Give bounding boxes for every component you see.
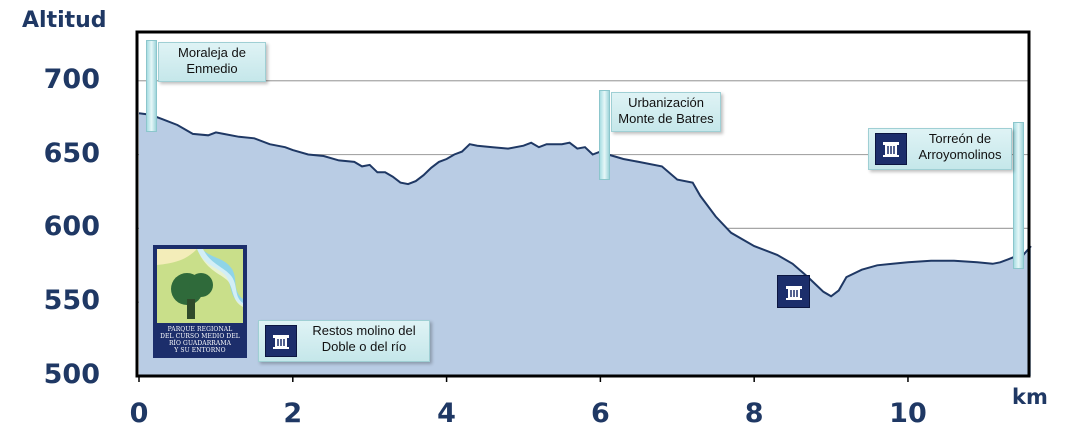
park-logo-text: PARQUE REGIONAL DEL CURSO MEDIO DEL RÍO …	[157, 326, 243, 354]
x-tick-label-0: 0	[129, 398, 149, 429]
ruins-icon	[777, 275, 810, 308]
label-restos-molino: Restos molino del Doble o del río	[258, 320, 430, 362]
elevation-area	[139, 113, 1031, 376]
flagpole-monte-de-batres	[599, 90, 610, 180]
park-logo-art	[157, 249, 243, 323]
x-tick-marks	[138, 376, 909, 382]
label-moraleja-line1: Moraleja de	[178, 45, 246, 60]
label-batres-line1: Urbanización	[628, 95, 704, 110]
label-molino-line1: Restos molino del	[312, 323, 416, 338]
y-tick-label-700: 700	[43, 63, 100, 95]
elevation-line	[138, 112, 1032, 298]
park-logo: PARQUE REGIONAL DEL CURSO MEDIO DEL RÍO …	[153, 245, 247, 358]
park-logo-line4: Y SU ENTORNO	[174, 347, 226, 354]
y-tick-label-500: 500	[43, 359, 100, 390]
y-tick-label-550: 550	[43, 285, 100, 317]
x-tick-label-4: 4	[437, 398, 456, 429]
x-tick-label-6: 6	[590, 398, 610, 429]
label-torreon-line1: Torreón de	[928, 131, 992, 146]
label-molino-line2: Doble o del río	[321, 339, 407, 354]
label-batres-line2: Monte de Batres	[618, 111, 714, 126]
flagpole-torreon	[1013, 122, 1024, 269]
label-moraleja-line2: Enmedio	[186, 61, 238, 76]
plot-frame	[135, 30, 1031, 378]
x-tick-label-2: 2	[283, 398, 303, 429]
label-torreon-de-arroyomolinos: Torreón de Arroyomolinos	[868, 128, 1012, 170]
label-torreon-line2: Arroyomolinos	[918, 147, 1002, 162]
label-urbanizacion-monte-de-batres: Urbanización Monte de Batres	[611, 92, 721, 132]
park-logo-line3: RÍO GUADARRAMA	[168, 340, 232, 347]
ruins-icon	[265, 325, 297, 357]
park-logo-line2: DEL CURSO MEDIO DEL	[160, 333, 240, 340]
y-tick-label-650: 650	[43, 137, 100, 169]
label-moraleja-de-enmedio: Moraleja de Enmedio	[158, 42, 266, 82]
flagpole-moraleja	[146, 40, 157, 132]
y-axis-title: Altitud	[22, 8, 107, 33]
x-tick-label-8: 8	[744, 398, 764, 429]
x-tick-label-10: 10	[889, 398, 927, 429]
x-axis-unit: km	[1012, 385, 1048, 409]
park-logo-line1: PARQUE REGIONAL	[167, 326, 233, 333]
tower-icon	[875, 133, 907, 165]
y-tick-label-600: 600	[43, 211, 100, 243]
